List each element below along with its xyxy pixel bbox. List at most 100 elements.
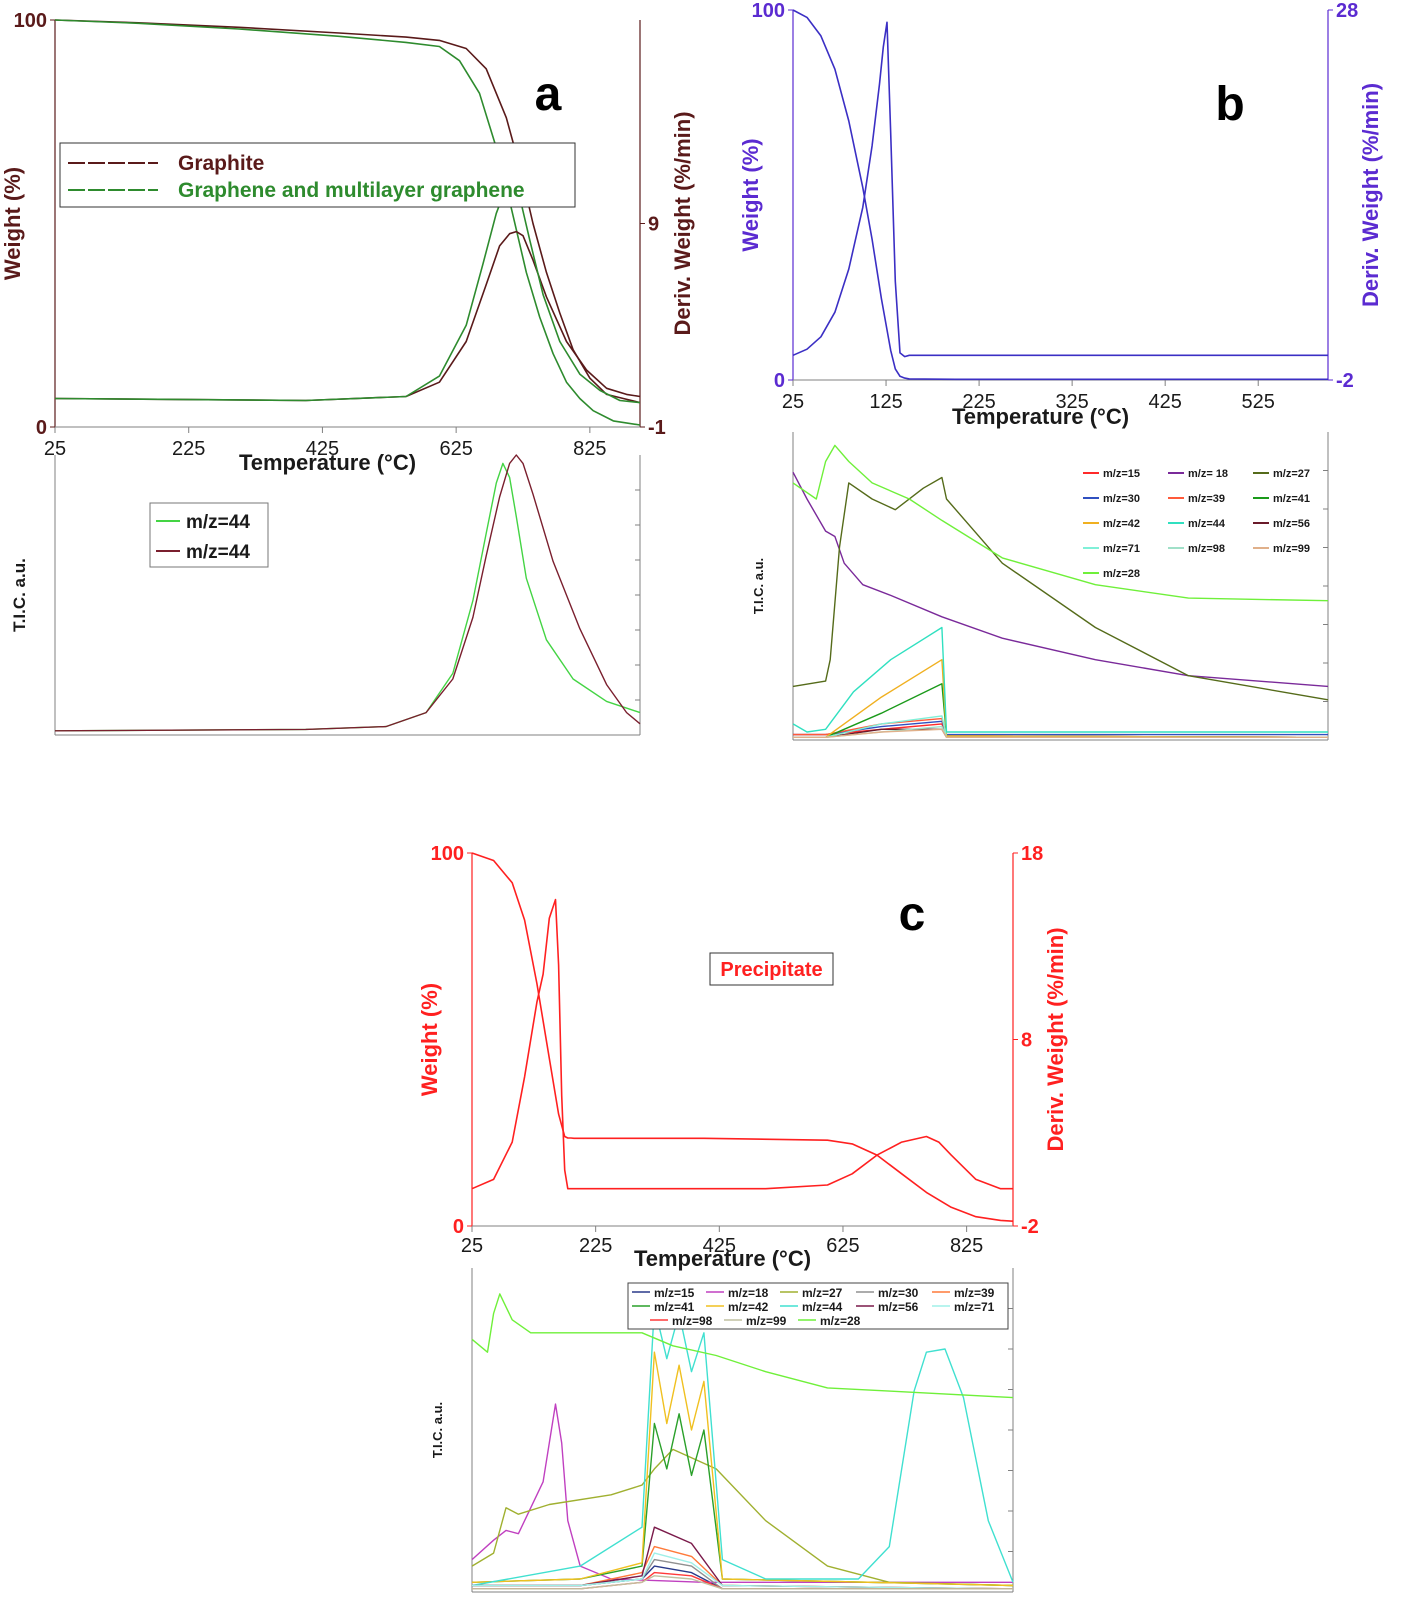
ms-line-m-z-18 <box>792 471 1329 688</box>
ms-line-m-z-18 <box>471 1403 1013 1583</box>
ms-legend-label: m/z=44 <box>1188 518 1226 530</box>
legend-box <box>59 142 576 208</box>
y-left-axis-label: Weight (%) <box>0 167 25 280</box>
ms-legend-label: m/z=99 <box>1273 543 1310 555</box>
ms-line-m-z-28 <box>792 444 1329 602</box>
panel-letter: a <box>535 68 562 121</box>
ms-legend-label: m/z=18 <box>728 1286 769 1300</box>
ms-line-m-z-28 <box>471 1293 1014 1399</box>
x-tick-label: 225 <box>172 438 205 460</box>
tga-derivative-line-graphite <box>54 230 641 402</box>
y-left-tick-label: 0 <box>774 370 785 392</box>
y-right-tick-label: 8 <box>1021 1030 1032 1052</box>
x-tick-label: 625 <box>439 438 472 460</box>
tga-derivative-line-graphene-and-multilayer-graphene <box>54 182 641 404</box>
ms-legend-label: m/z=98 <box>672 1314 713 1328</box>
panel-letter: b <box>1215 78 1244 131</box>
ms-legend-label: m/z=71 <box>1103 543 1140 555</box>
x-tick-label: 625 <box>826 1235 859 1257</box>
x-tick-label: 225 <box>579 1235 612 1257</box>
y-right-axis-label: Deriv. Weight (%/min) <box>1043 927 1068 1151</box>
y-right-tick-label: -1 <box>648 417 666 439</box>
ms-legend-label: m/z=27 <box>1273 468 1310 480</box>
tga-weight-line-graphite <box>54 19 641 404</box>
ms-y-axis-label: T.I.C. a.u. <box>751 558 766 614</box>
y-left-tick-label: 100 <box>431 843 464 865</box>
y-left-tick-label: 0 <box>453 1216 464 1238</box>
y-right-tick-label: -2 <box>1336 370 1354 392</box>
ms-line-m-z-27 <box>471 1448 1014 1587</box>
y-right-tick-label: 18 <box>1021 843 1043 865</box>
x-tick-label: 525 <box>1242 391 1275 413</box>
ms-line-m-z-99 <box>472 1575 1013 1590</box>
x-tick-label: 825 <box>950 1235 983 1257</box>
legend-box <box>709 952 834 986</box>
ms-legend-label: m/z=30 <box>878 1286 919 1300</box>
ms-legend-label: m/z=98 <box>1188 543 1225 555</box>
x-tick-label: 225 <box>962 391 995 413</box>
y-right-tick-label: 28 <box>1336 0 1358 22</box>
ms-legend-label: m/z=15 <box>654 1286 695 1300</box>
tga-weight-line <box>471 852 1014 1222</box>
ms-legend-label: m/z=41 <box>654 1300 695 1314</box>
x-tick-label: 425 <box>1148 391 1181 413</box>
ms-line-m-z-44 <box>792 626 1328 733</box>
y-right-tick-label: -2 <box>1021 1216 1039 1238</box>
legend-label: Precipitate <box>720 959 822 981</box>
ms-line-m-z-44 <box>54 462 641 732</box>
ms-line-m-z-42 <box>471 1351 1014 1587</box>
ms-legend-label: m/z=99 <box>746 1314 787 1328</box>
panel-letter: c <box>899 888 926 941</box>
ms-legend-label: m/z=28 <box>820 1314 861 1328</box>
ms-line-m-z-41 <box>793 683 1329 738</box>
x-axis-label: Temperature (°C) <box>952 404 1129 429</box>
y-right-tick-label: 9 <box>648 214 659 236</box>
ms-line-m-z-99 <box>793 728 1328 738</box>
panel-a: 25 225 425 625 825 Temperature (°C) 0 100 -1 9 Wei… <box>0 10 695 736</box>
legend-label: Graphene and multilayer graphene <box>178 179 525 202</box>
ms-legend-label: m/z=28 <box>1103 568 1140 580</box>
x-tick-label: 425 <box>703 1235 736 1257</box>
y-left-tick-label: 0 <box>36 417 47 439</box>
x-tick-label: 425 <box>306 438 339 460</box>
ms-legend-label: m/z=39 <box>954 1286 995 1300</box>
ms-legend-label: m/z=39 <box>1188 493 1225 505</box>
ms-line-m-z-71 <box>472 1552 1014 1590</box>
x-tick-label: 25 <box>44 438 66 460</box>
ms-line-m-z-44 <box>54 454 641 732</box>
ms-legend-label: m/z=56 <box>878 1300 919 1314</box>
ms-line-m-z-41 <box>471 1413 1014 1587</box>
y-left-axis-label: Weight (%) <box>738 138 763 251</box>
panel-c: 25 225 425 625 825 Temperature (°C) 0 100 -2 8 18 W… <box>417 843 1068 1593</box>
x-axis-label: Temperature (°C) <box>239 450 416 475</box>
ms-legend-label: m/z=56 <box>1273 518 1310 530</box>
legend-label: Graphite <box>178 152 264 175</box>
ms-legend-label: m/z=71 <box>954 1300 995 1314</box>
ms-legend-box <box>149 502 269 568</box>
y-left-tick-label: 100 <box>752 0 785 22</box>
x-tick-label: 125 <box>869 391 902 413</box>
ms-legend-label: m/z=44 <box>186 542 250 563</box>
panel-b: 25 125 225 325 425 525 Temperature (°C) 0 100 -2 2… <box>738 0 1383 741</box>
y-right-axis-label: Deriv. Weight (%/min) <box>1358 83 1383 307</box>
x-tick-label: 825 <box>573 438 606 460</box>
ms-legend-label: m/z=15 <box>1103 468 1140 480</box>
ms-legend-label: m/z=30 <box>1103 493 1140 505</box>
ms-legend-label: m/z=42 <box>728 1300 769 1314</box>
ms-legend-label: m/z=27 <box>802 1286 843 1300</box>
ms-legend-label: m/z=41 <box>1273 493 1310 505</box>
ms-legend-label: m/z=44 <box>186 512 250 533</box>
tga-derivative-line <box>471 898 1013 1190</box>
x-tick-label: 25 <box>461 1235 483 1257</box>
ms-y-axis-label: T.I.C. a.u. <box>10 558 29 632</box>
ms-line-m-z-30 <box>472 1558 1013 1590</box>
ms-line-m-z-44 <box>471 1306 1014 1587</box>
y-left-tick-label: 100 <box>14 10 47 32</box>
x-tick-label: 325 <box>1055 391 1088 413</box>
y-left-axis-label: Weight (%) <box>417 983 442 1096</box>
tga-derivative-line <box>792 21 1328 358</box>
ms-legend-label: m/z=44 <box>802 1300 843 1314</box>
tga-weight-line <box>792 9 1328 381</box>
y-right-axis-label: Deriv. Weight (%/min) <box>670 111 695 335</box>
